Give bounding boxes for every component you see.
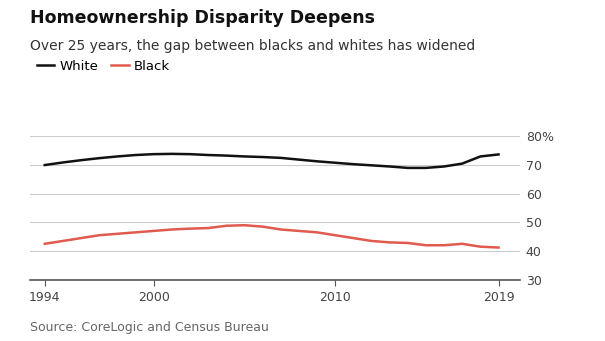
Legend: White, Black: White, Black: [37, 60, 170, 73]
Text: Homeownership Disparity Deepens: Homeownership Disparity Deepens: [30, 9, 375, 27]
Text: Over 25 years, the gap between blacks and whites has widened: Over 25 years, the gap between blacks an…: [30, 39, 476, 53]
Text: Source: CoreLogic and Census Bureau: Source: CoreLogic and Census Bureau: [30, 321, 269, 334]
